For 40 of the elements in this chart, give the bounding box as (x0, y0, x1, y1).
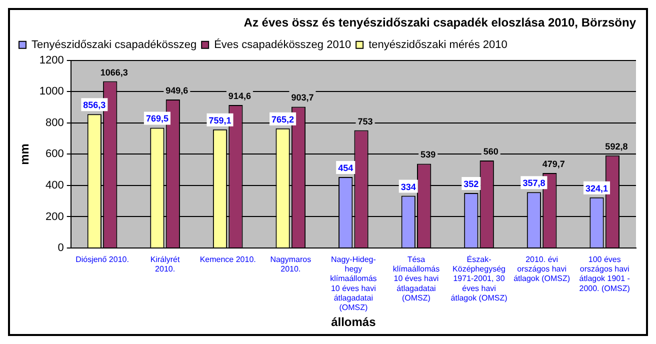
y-tick-label: 200 (46, 210, 64, 223)
data-label: 357,8 (522, 178, 546, 188)
y-tick-label: 600 (46, 148, 64, 160)
x-tick-label: Diósjenő 2010. (76, 255, 129, 264)
data-label: 454 (338, 163, 354, 174)
data-label: 334 (400, 182, 416, 192)
legend-label: Tenyészidőszaki csapadékösszeg (32, 38, 197, 51)
chart-title: Az éves össz és tenyészidőszaki csapadék eloszlása 2010, Börzsöny (244, 16, 636, 30)
y-tick-label: 0 (58, 242, 64, 254)
legend-label: tenyészidőszaki mérés 2010 (368, 38, 508, 51)
x-tick-label: Kemence 2010. (200, 255, 256, 264)
x-tick-label: Királyrét 2010. (150, 255, 181, 274)
data-label: 903,7 (291, 92, 314, 103)
y-tick-label: 1200 (39, 54, 64, 66)
data-label: 914,6 (228, 91, 251, 101)
x-tick-label: Észak-Középhegység 1971-2001, 30 éves havi átlagok (OMSZ) (450, 255, 508, 302)
x-tick-label: Nagymaros 2010. (270, 255, 312, 274)
data-label: 479,7 (542, 158, 565, 169)
y-axis-title: mm (18, 144, 32, 165)
x-tick-label: Tésa klímaállomás 10 éves havi átlagadatai (OMSZ) (392, 255, 440, 302)
x-axis-title: állomás (331, 315, 376, 330)
data-label: 759,1 (208, 115, 232, 126)
y-tick-label: 400 (46, 180, 64, 192)
x-tick-label: 2010. évi országos havi átlagok (OMSZ) (514, 255, 570, 284)
y-tick-label: 800 (46, 116, 64, 129)
data-label: 592,8 (605, 141, 628, 152)
data-label: 769,5 (146, 114, 168, 124)
data-label: 352 (464, 178, 479, 189)
legend-label: Éves csapadékösszeg 2010 (214, 38, 352, 51)
data-label: 753 (358, 116, 373, 126)
y-tick-label: 1000 (39, 86, 64, 98)
data-label: 539 (420, 150, 436, 160)
x-tick-label: 100 éves országos havi átlagok 1901 - 2000. (OMSZ) (579, 255, 630, 293)
data-label: 765,2 (272, 114, 294, 124)
data-label: 949,6 (166, 86, 188, 96)
x-tick-label: Nagy-Hideg-hegy klímaállomás 10 éves havi átlagadatai (OMSZ) (330, 255, 377, 312)
data-label: 1066,3 (100, 67, 128, 78)
data-label: 560 (483, 146, 498, 156)
data-label: 324,1 (585, 183, 608, 194)
data-label: 856,3 (83, 100, 106, 110)
